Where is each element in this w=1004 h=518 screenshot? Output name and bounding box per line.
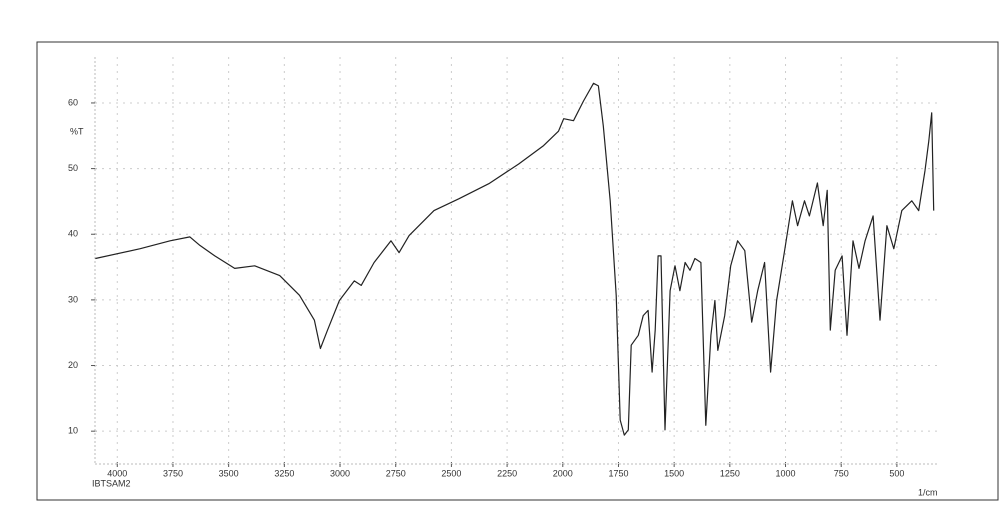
x-tick-label: 750 xyxy=(834,468,849,478)
y-axis-label: %T xyxy=(70,126,84,136)
spectrum-line xyxy=(95,82,935,436)
x-tick-label: 500 xyxy=(889,468,904,478)
sample-label: IBTSAM2 xyxy=(92,478,131,488)
y-tick-label: 50 xyxy=(68,163,78,173)
x-tick-label: 3000 xyxy=(330,468,350,478)
x-tick-label: 2500 xyxy=(441,468,461,478)
y-tick-label: 60 xyxy=(68,97,78,107)
x-tick-label: 3750 xyxy=(163,468,183,478)
x-tick-label: 3500 xyxy=(219,468,239,478)
y-tick-label: 40 xyxy=(68,229,78,239)
x-axis-label: 1/cm xyxy=(918,487,938,497)
x-tick-label: 3250 xyxy=(274,468,294,478)
x-tick-label: 1750 xyxy=(608,468,628,478)
x-tick-label: 2250 xyxy=(497,468,517,478)
x-tick-label: 1250 xyxy=(720,468,740,478)
y-tick-label: 30 xyxy=(68,294,78,304)
y-tick-label: 10 xyxy=(68,426,78,436)
x-tick-label: 2750 xyxy=(386,468,406,478)
x-tick-label: 2000 xyxy=(553,468,573,478)
x-tick-label: 4000 xyxy=(107,468,127,478)
frame xyxy=(36,41,999,501)
x-tick-label: 1500 xyxy=(664,468,684,478)
y-tick-label: 20 xyxy=(68,360,78,370)
x-tick-label: 1000 xyxy=(776,468,796,478)
